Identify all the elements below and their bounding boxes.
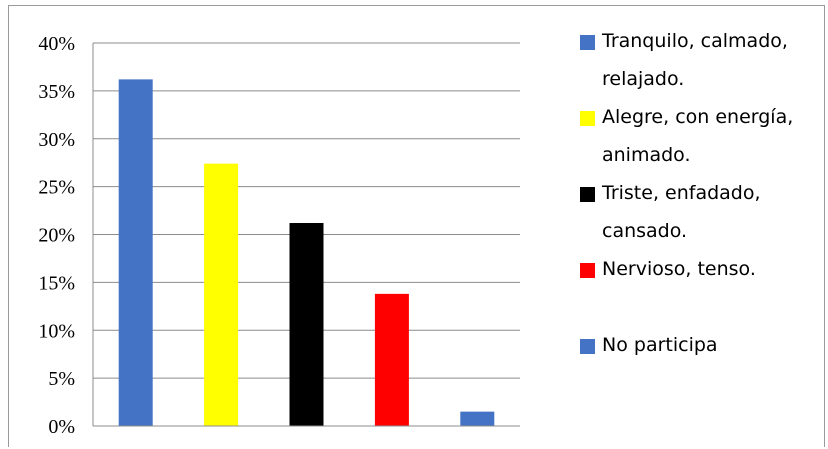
legend-item: Tranquilo, calmado, relajado. [580,22,825,98]
legend-label: Nervioso, tenso. [602,250,825,288]
legend-label: cansado. [602,212,825,250]
bar-4 [375,294,409,426]
bar-2 [204,164,238,426]
bar-1 [119,79,153,426]
legend-swatch [580,35,595,50]
legend-label: Alegre, con energía, [602,98,825,136]
y-tick-label: 0% [48,416,75,438]
legend: Tranquilo, calmado, relajado. Alegre, con … [580,22,825,364]
legend-swatch [580,263,595,278]
legend-item: Nervioso, tenso. [580,250,825,288]
y-tick-label: 15% [38,272,75,294]
bar-3 [290,223,324,426]
legend-label: No participa [602,326,825,364]
legend-item: Triste, enfadado, cansado. [580,174,825,250]
y-tick-label: 10% [38,320,75,342]
y-axis-ticks: 0% 5% 10% 15% 20% 25% 30% 35% 40% [38,33,75,438]
legend-item: No participa [580,326,825,364]
legend-swatch [580,339,595,354]
legend-label: relajado. [602,60,825,98]
y-tick-label: 30% [38,129,75,151]
legend-swatch [580,111,595,126]
legend-label: animado. [602,136,825,174]
legend-item: Alegre, con energía, animado. [580,98,825,174]
y-tick-label: 5% [48,368,75,390]
legend-swatch [580,187,595,202]
y-tick-label: 35% [38,81,75,103]
legend-label: Tranquilo, calmado, [602,22,825,60]
bar-5 [460,412,494,426]
y-tick-label: 20% [38,225,75,247]
y-tick-label: 40% [38,33,75,55]
bars [119,79,495,426]
legend-label: Triste, enfadado, [602,174,825,212]
y-tick-label: 25% [38,177,75,199]
